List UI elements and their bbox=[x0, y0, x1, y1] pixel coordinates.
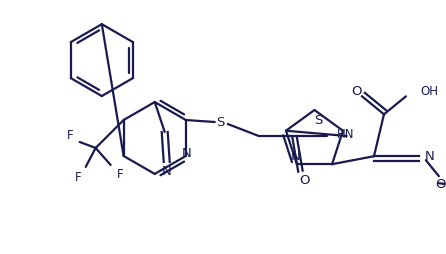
Text: N: N bbox=[291, 150, 301, 163]
Text: S: S bbox=[217, 116, 225, 129]
Text: N: N bbox=[182, 148, 192, 161]
Text: HN: HN bbox=[337, 129, 354, 141]
Text: OH: OH bbox=[420, 85, 438, 98]
Text: O: O bbox=[436, 178, 446, 191]
Text: S: S bbox=[314, 114, 322, 126]
Text: F: F bbox=[66, 130, 73, 142]
Text: O: O bbox=[299, 174, 310, 187]
Text: F: F bbox=[117, 168, 124, 181]
Text: O: O bbox=[351, 85, 361, 98]
Text: F: F bbox=[74, 171, 81, 184]
Text: N: N bbox=[425, 150, 435, 163]
Text: N: N bbox=[162, 165, 172, 178]
